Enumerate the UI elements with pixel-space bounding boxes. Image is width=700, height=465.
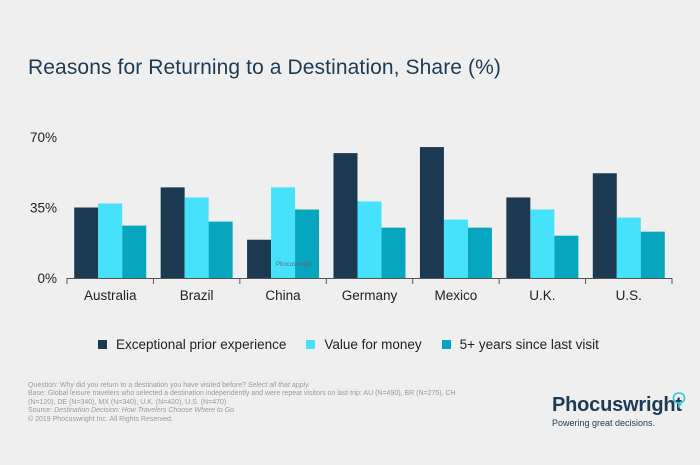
footnote-question-note: Select all that apply. <box>247 382 310 389</box>
bar <box>616 217 641 278</box>
speech-bubble-icon <box>672 392 686 408</box>
bar <box>271 187 296 278</box>
x-tick-label: Germany <box>342 288 398 303</box>
bar <box>419 147 444 278</box>
bar <box>333 153 358 278</box>
bar <box>592 173 617 278</box>
legend-label: Exceptional prior experience <box>116 337 287 352</box>
bar <box>530 209 555 278</box>
legend-swatch <box>98 340 107 349</box>
x-tick-label: U.K. <box>529 288 555 303</box>
bar <box>160 187 185 278</box>
bar <box>467 227 492 278</box>
x-tick-label: Australia <box>84 288 137 303</box>
y-tick-label: 70% <box>30 130 57 145</box>
bar <box>122 225 147 278</box>
x-tick-label: China <box>265 288 301 303</box>
legend-label: 5+ years since last visit <box>459 337 599 352</box>
footnote-source-label: Source: <box>28 407 55 415</box>
footnote-base: Base: Global leisure travelers who selec… <box>28 390 456 406</box>
x-tick-label: Brazil <box>180 288 214 303</box>
legend-item-exceptional: Exceptional prior experience <box>98 337 286 352</box>
footnote-source-title: Destination Decision: How Travelers Choo… <box>54 407 235 415</box>
legend-item-years: 5+ years since last visit <box>441 337 599 352</box>
legend: Exceptional prior experience Value for m… <box>98 337 619 352</box>
bar <box>640 231 665 278</box>
y-tick-label: 0% <box>37 271 57 286</box>
legend-label: Value for money <box>324 337 422 352</box>
chart-title: Reasons for Returning to a Destination, … <box>28 56 501 79</box>
bar <box>184 197 209 278</box>
bar <box>554 235 579 278</box>
x-tick-label: U.S. <box>616 288 642 303</box>
bar <box>295 209 320 278</box>
legend-swatch <box>441 340 451 349</box>
footnote-copyright: © 2019 Phocuswright Inc. All Rights Rese… <box>28 415 173 423</box>
bar <box>74 207 99 278</box>
footnote-source: Source: Destination Decision: How Travel… <box>28 407 468 415</box>
logo-tagline: Powering great decisions. <box>552 418 656 428</box>
watermark-text: Phocuswright <box>276 262 313 268</box>
bar <box>247 239 272 278</box>
bar <box>98 203 123 278</box>
legend-swatch <box>306 340 316 349</box>
footnote-question: Question: Why did you return to a destin… <box>28 382 468 390</box>
bar <box>443 219 468 278</box>
bar <box>381 227 406 278</box>
logo-wordmark: Phocuswright <box>552 394 682 416</box>
bar <box>357 201 382 278</box>
x-tick-label: Mexico <box>435 288 478 303</box>
bar <box>208 221 233 278</box>
footnote-question-text: Question: Why did you return to a destin… <box>28 382 248 389</box>
footnote: Question: Why did you return to a destin… <box>28 382 468 424</box>
bar <box>506 197 531 278</box>
bar-chart: 0% 35% 70% Australia Brazil China Germany Mexic… <box>30 130 673 303</box>
legend-item-value: Value for money <box>306 337 422 352</box>
brand-logo: Phocuswright Powering great decisions. <box>552 392 686 428</box>
y-tick-label: 35% <box>30 201 57 216</box>
